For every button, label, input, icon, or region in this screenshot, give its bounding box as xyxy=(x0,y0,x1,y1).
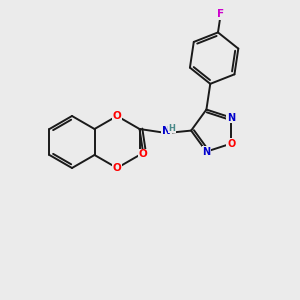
Text: O: O xyxy=(113,163,122,173)
Text: N: N xyxy=(227,112,235,123)
Text: O: O xyxy=(113,111,122,121)
Text: N: N xyxy=(162,126,171,136)
Text: O: O xyxy=(227,139,235,148)
Text: F: F xyxy=(217,9,224,20)
Text: O: O xyxy=(139,149,148,159)
Text: N: N xyxy=(202,147,211,157)
Text: H: H xyxy=(169,124,176,133)
